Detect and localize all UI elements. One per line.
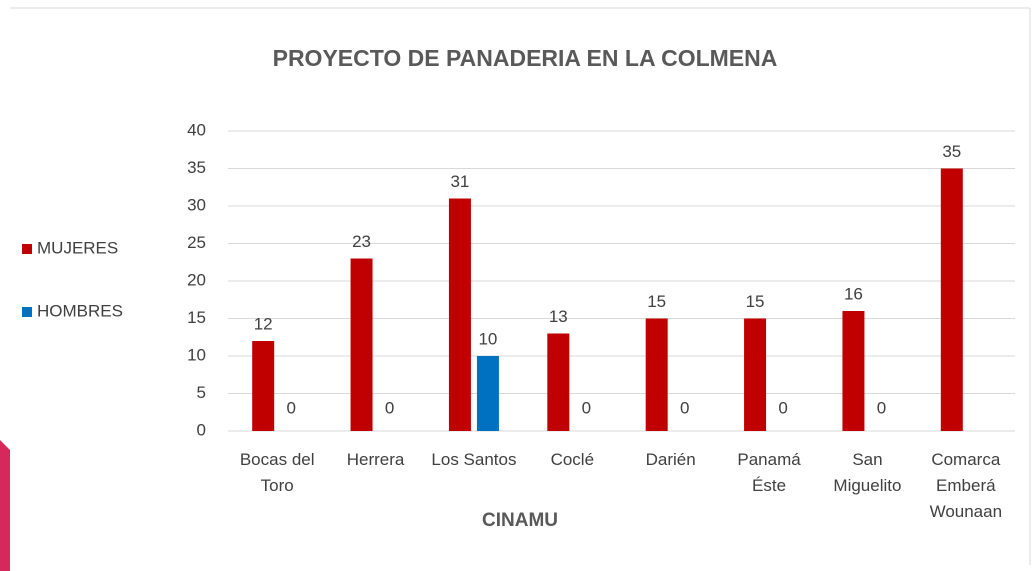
x-tick-label: Herrera — [346, 450, 405, 469]
data-label: 13 — [549, 307, 568, 326]
bar — [252, 341, 275, 431]
bar — [645, 318, 668, 431]
x-tick-label: Los Santos — [431, 450, 517, 469]
data-label: 0 — [385, 398, 394, 417]
x-tick-label: Panamá Éste — [737, 450, 801, 495]
bar — [744, 318, 767, 431]
legend-label: HOMBRES — [37, 301, 123, 320]
data-label: 0 — [680, 398, 689, 417]
y-tick-label: 15 — [187, 308, 206, 327]
data-label: 12 — [254, 314, 273, 333]
x-tick-label: Coclé — [550, 450, 595, 469]
y-tick-label: 10 — [187, 345, 206, 364]
bar — [547, 333, 570, 431]
y-tick-label: 35 — [187, 158, 206, 177]
y-tick-label: 5 — [197, 383, 206, 402]
bar — [350, 258, 373, 431]
x-tick-label: San Miguelito — [833, 450, 902, 495]
x-tick-label: Bocas del Toro — [239, 450, 315, 495]
x-axis-title: CINAMU — [482, 510, 558, 531]
data-label: 35 — [942, 142, 961, 161]
data-label: 31 — [450, 172, 469, 191]
legend-label: MUJERES — [37, 238, 118, 257]
bar — [448, 198, 471, 431]
legend-swatch — [22, 244, 32, 254]
y-tick-label: 20 — [187, 270, 206, 289]
data-label: 0 — [877, 398, 886, 417]
x-tick-label: Comarca Emberá Wounaan — [929, 450, 1003, 521]
y-tick-label: 30 — [187, 195, 206, 214]
data-label: 15 — [746, 292, 765, 311]
y-tick-label: 0 — [197, 420, 206, 439]
data-label: 0 — [582, 398, 591, 417]
bar — [476, 356, 499, 431]
y-tick-label: 40 — [187, 120, 206, 139]
data-label: 0 — [286, 398, 295, 417]
data-label: 16 — [844, 284, 863, 303]
data-label: 15 — [647, 292, 666, 311]
y-tick-label: 25 — [187, 233, 206, 252]
decoration — [0, 440, 10, 571]
legend-swatch — [22, 307, 32, 317]
bar — [940, 168, 963, 431]
data-label: 0 — [778, 398, 787, 417]
bar — [842, 311, 865, 431]
x-tick-label: Darién — [645, 450, 696, 469]
chart-title: PROYECTO DE PANADERIA EN LA COLMENA — [273, 45, 778, 71]
data-label: 10 — [478, 329, 497, 348]
data-label: 23 — [352, 232, 371, 251]
